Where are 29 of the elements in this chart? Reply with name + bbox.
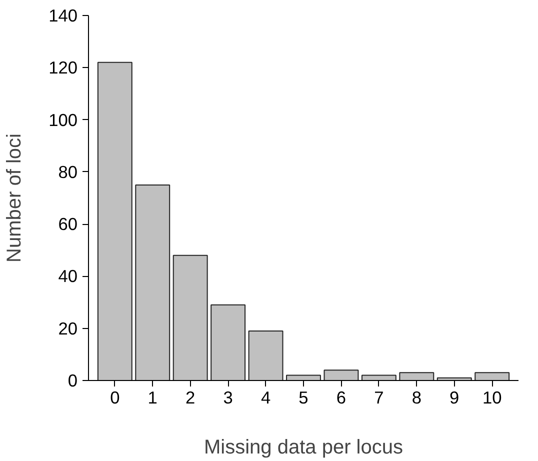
bar — [248, 330, 284, 380]
bar — [399, 372, 434, 380]
y-axis-title: Number of loci — [4, 134, 26, 262]
x-tick-label: 1 — [148, 388, 158, 408]
y-tick-label: 100 — [48, 110, 78, 130]
x-tick-label: 9 — [450, 388, 460, 408]
x-tick-label: 2 — [186, 388, 196, 408]
bar — [210, 304, 246, 380]
x-tick-label: 10 — [482, 388, 502, 408]
x-tick-label: 3 — [223, 388, 233, 408]
x-tick-label: 4 — [260, 388, 271, 408]
bar — [324, 370, 359, 380]
bar — [474, 372, 510, 380]
bar — [135, 184, 170, 380]
y-tick-label: 40 — [58, 266, 78, 286]
bar — [172, 254, 208, 380]
x-axis-title: Missing data per locus — [204, 436, 403, 458]
x-tick-label: 0 — [110, 388, 120, 408]
y-tick-label: 140 — [48, 6, 78, 26]
bar — [97, 62, 132, 380]
x-tick-label: 8 — [412, 388, 422, 408]
y-tick-label: 60 — [58, 214, 78, 234]
x-tick-label: 7 — [374, 388, 384, 408]
y-tick-label: 120 — [48, 58, 78, 78]
x-tick-label: 5 — [298, 388, 308, 408]
x-tick-label: 6 — [336, 388, 346, 408]
y-tick-label: 0 — [68, 370, 78, 390]
y-tick-label: 80 — [58, 162, 78, 182]
y-tick-label: 20 — [58, 318, 78, 338]
